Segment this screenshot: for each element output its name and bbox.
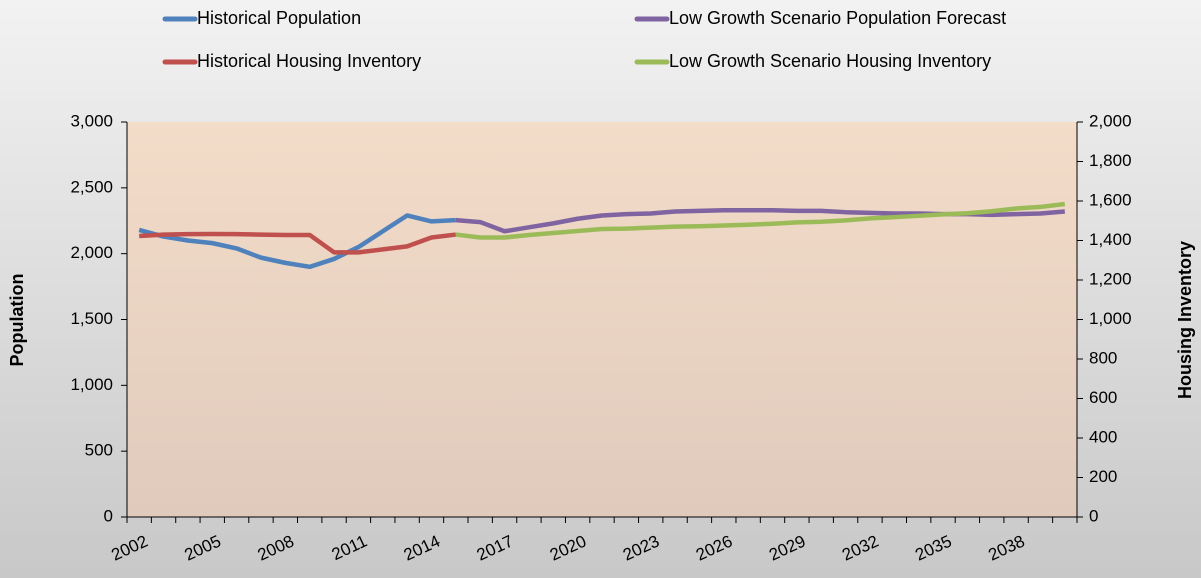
y-tick-label: 1,500 <box>70 309 113 328</box>
series-line <box>139 231 457 255</box>
legend-label: Low Growth Scenario Housing Inventory <box>669 51 991 71</box>
series-line <box>138 213 456 270</box>
y2-tick-label: 1,200 <box>1089 269 1132 288</box>
y-tick-label: 1,000 <box>70 375 113 394</box>
y-axis-title: Population <box>7 274 27 367</box>
y2-axis-title: Housing Inventory <box>1175 241 1195 399</box>
y2-tick-label: 2,000 <box>1089 111 1132 130</box>
y2-tick-label: 200 <box>1089 467 1117 486</box>
y2-tick-label: 600 <box>1089 388 1117 407</box>
y-tick-label: 500 <box>85 441 113 460</box>
y-tick-label: 2,000 <box>70 243 113 262</box>
legend-label: Low Growth Scenario Population Forecast <box>669 8 1006 28</box>
legend-label: Historical Population <box>197 8 361 28</box>
y2-tick-label: 1,800 <box>1089 151 1132 170</box>
plot-area <box>127 122 1077 517</box>
y-tick-label: 0 <box>104 506 113 525</box>
legend-label: Historical Housing Inventory <box>197 51 421 71</box>
y-tick-label: 2,500 <box>70 177 113 196</box>
y2-tick-label: 1,600 <box>1089 190 1132 209</box>
y2-tick-label: 400 <box>1089 427 1117 446</box>
y2-tick-label: 1,000 <box>1089 309 1132 328</box>
y2-tick-label: 800 <box>1089 348 1117 367</box>
y2-tick-label: 1,400 <box>1089 230 1132 249</box>
y-tick-label: 3,000 <box>70 111 113 130</box>
series-line <box>455 201 1066 240</box>
y2-tick-label: 0 <box>1089 506 1098 525</box>
